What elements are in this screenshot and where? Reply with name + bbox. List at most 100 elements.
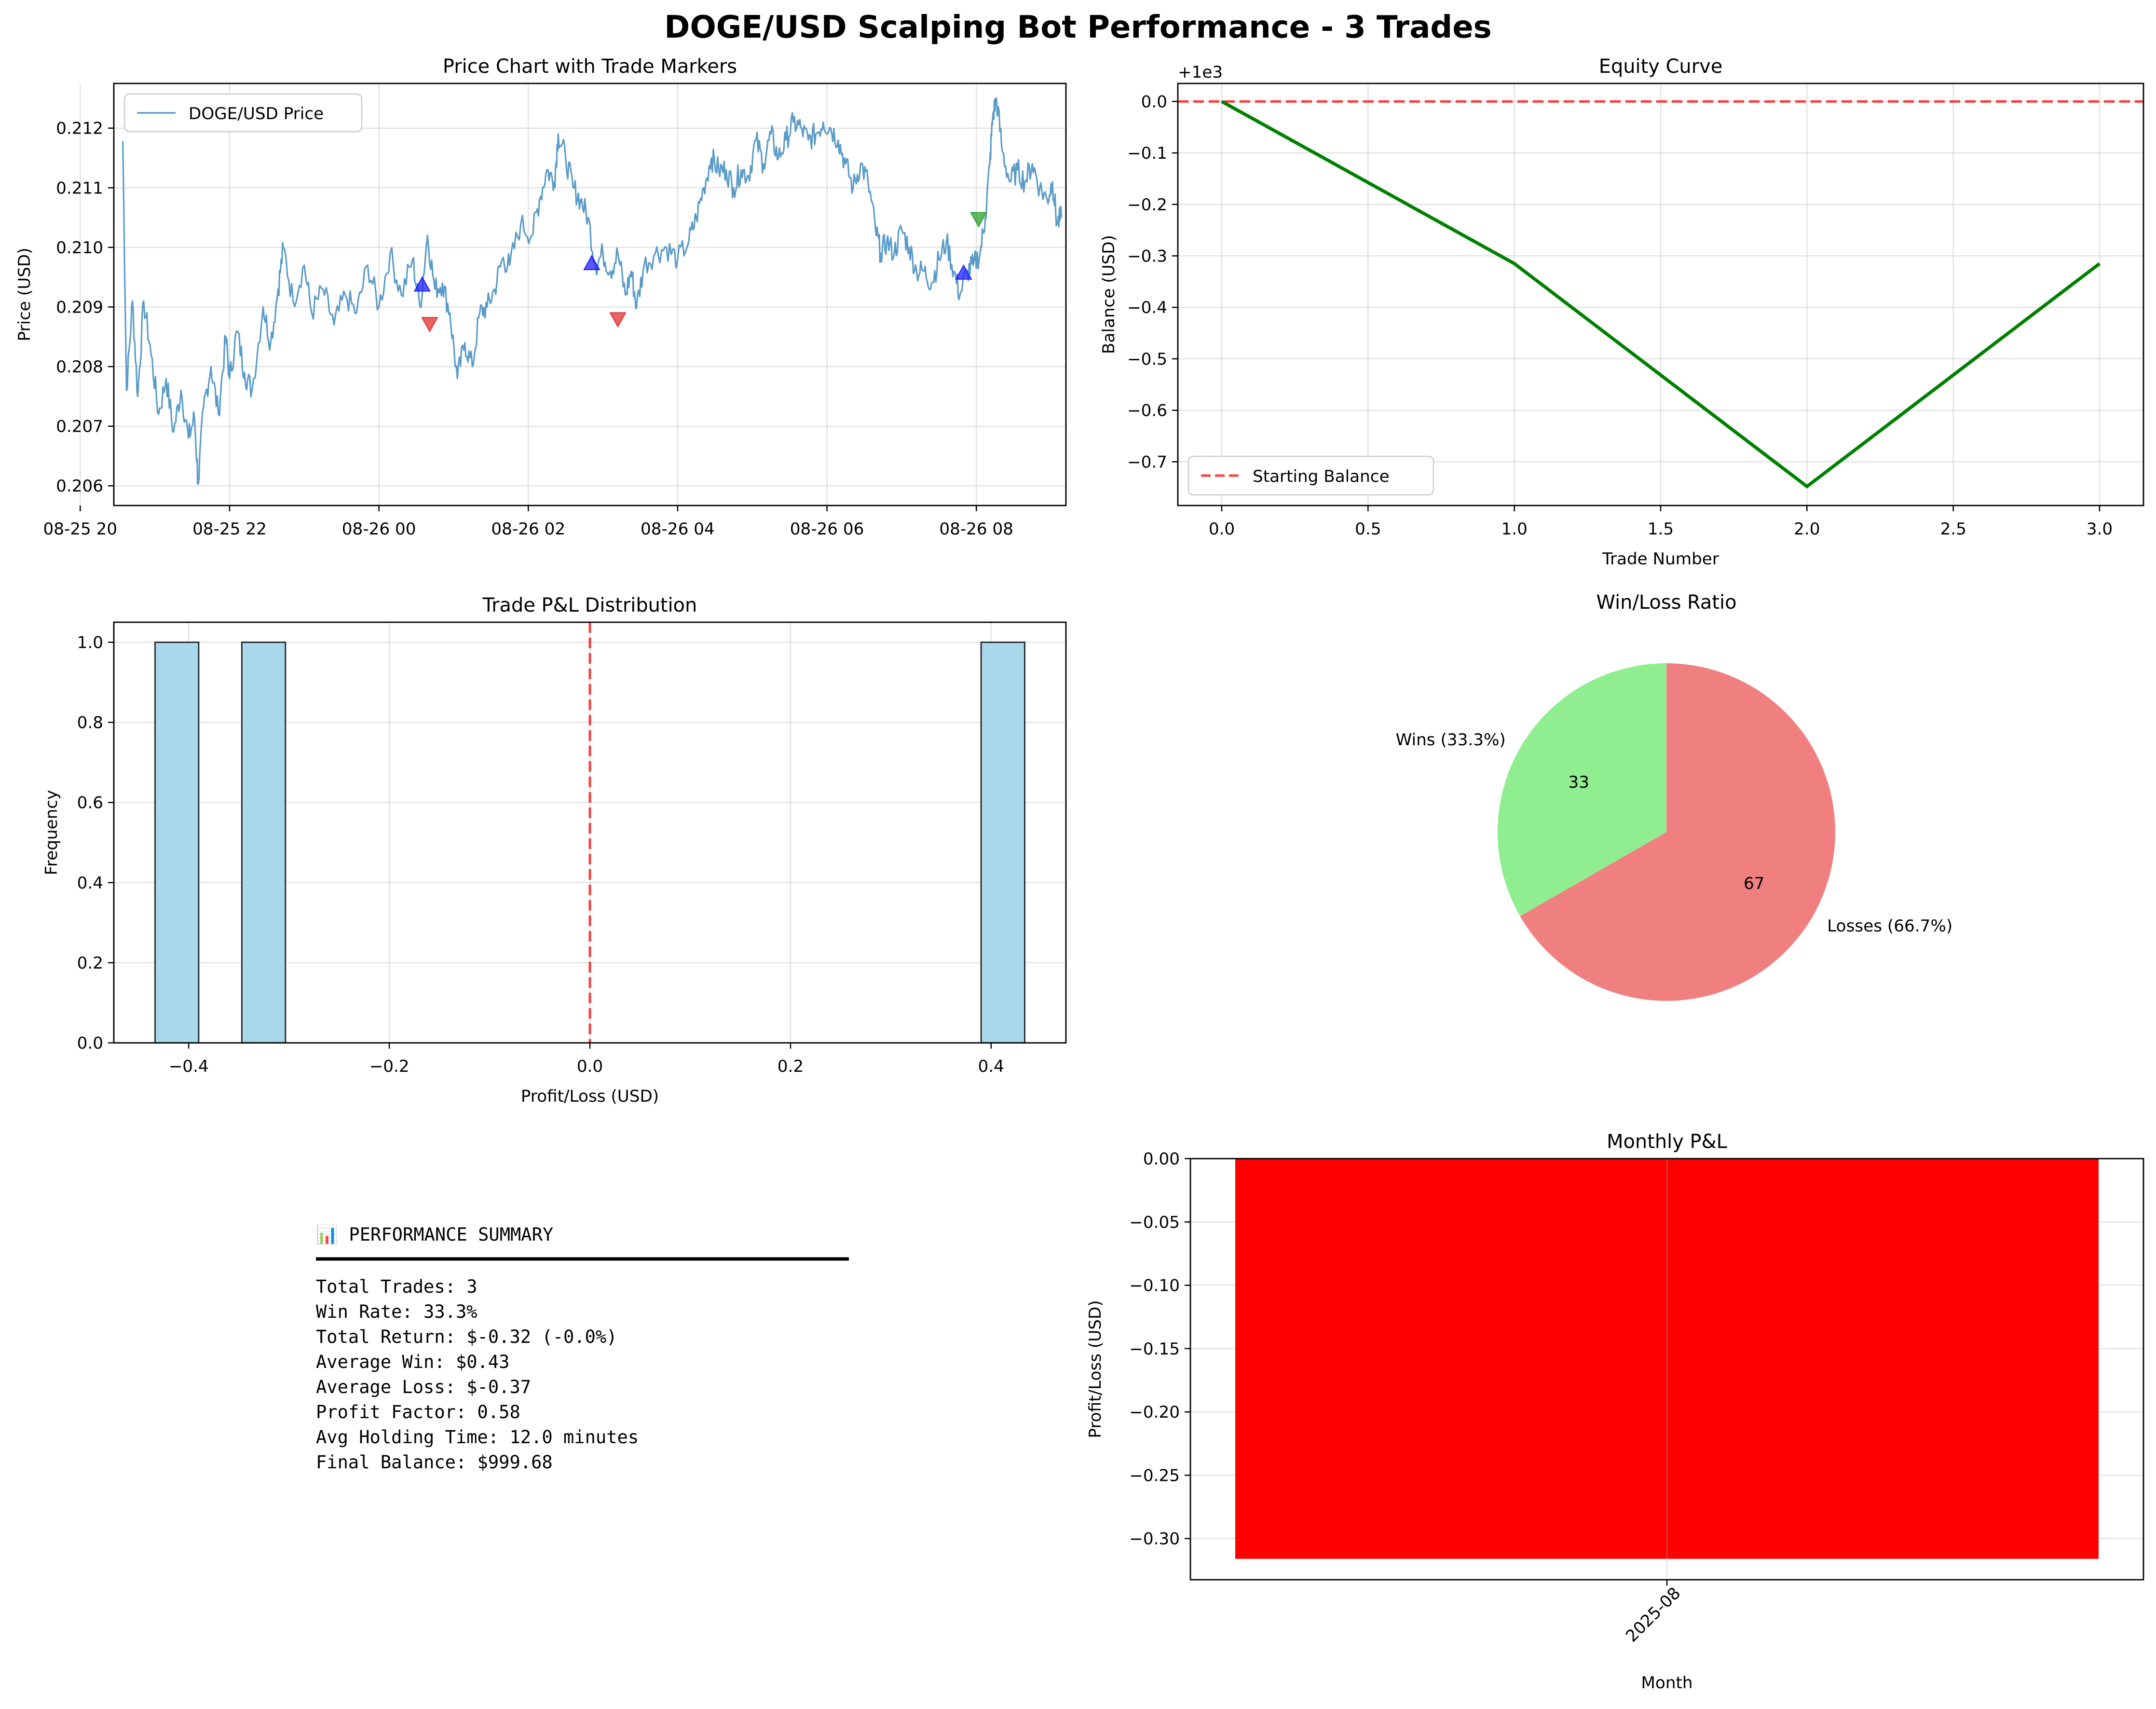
monthly-y-tick-label: 0.00 (1143, 1149, 1180, 1169)
summary-line: Average Win: $0.43 (316, 1352, 509, 1372)
pnl-y-tick-label: 0.2 (77, 954, 103, 973)
summary-line: Average Loss: $-0.37 (316, 1377, 531, 1397)
charts-layer: 08-25 20 08-25 22 08-26 00 08-26 02 08-26 04… (15, 55, 2144, 1693)
equity-offset-label: +1e3 (1178, 63, 1223, 82)
pnl-x-tick-label: −0.2 (369, 1057, 409, 1076)
summary-line: Win Rate: 33.3% (316, 1301, 478, 1322)
equity-axes-frame (1177, 82, 2144, 506)
price-y-axis-label: Price (USD) (15, 248, 34, 342)
pnl-x-axis-label: Profit/Loss (USD) (521, 1087, 659, 1106)
pnl-x-tick-label: −0.4 (169, 1057, 209, 1076)
monthly-y-tick-label: −0.20 (1129, 1403, 1180, 1422)
pnl-axes-frame (113, 621, 1067, 1044)
summary-line: Total Return: $-0.32 (-0.0%) (316, 1326, 617, 1347)
monthly-x-tick-label: 2025-08 (1622, 1584, 1684, 1646)
exit-marker (421, 317, 438, 333)
equity-y-tick-label: −0.3 (1127, 246, 1167, 266)
equity-legend-label: Starting Balance (1253, 467, 1390, 486)
price-x-tick-label: 08-26 00 (342, 520, 416, 539)
monthly-y-tick-label: −0.30 (1129, 1530, 1180, 1549)
equity-x-tick-label: 0.5 (1355, 520, 1381, 539)
price-legend-box (123, 93, 363, 133)
price-x-tick-label: 08-26 04 (641, 520, 715, 539)
monthly-y-tick-label: −0.10 (1129, 1276, 1180, 1296)
equity-legend-box (1187, 455, 1434, 496)
figure-title: DOGE/USD Scalping Bot Performance - 3 Tr… (664, 10, 1491, 45)
monthly-y-tick-label: −0.05 (1129, 1213, 1180, 1232)
equity-x-tick-label: 1.0 (1501, 520, 1527, 539)
monthly-x-axis-label: Month (1641, 1673, 1692, 1693)
exit-marker (609, 312, 627, 328)
monthly-chart-title: Monthly P&L (1607, 1131, 1728, 1153)
equity-y-tick-label: −0.7 (1127, 452, 1167, 472)
pie-slice-losses (1520, 663, 1835, 1001)
monthly-bar (1235, 1159, 2099, 1559)
equity-line (1221, 100, 2101, 489)
summary-line: Avg Holding Time: 12.0 minutes (316, 1427, 639, 1448)
pnl-bar (241, 642, 287, 1044)
price-y-tick-label: 0.208 (56, 357, 103, 377)
summary-line: Total Trades: 3 (316, 1276, 478, 1297)
price-x-tick-label: 08-26 02 (491, 520, 565, 539)
equity-x-axis-label: Trade Number (1602, 549, 1719, 569)
performance-summary: 📊 PERFORMANCE SUMMARY Total Trades: 3 Win … (316, 1224, 849, 1473)
price-y-tick-label: 0.211 (56, 178, 103, 198)
equity-y-axis-label: Balance (USD) (1099, 235, 1119, 354)
summary-heading: 📊 PERFORMANCE SUMMARY (316, 1224, 553, 1245)
exit-marker (970, 212, 987, 228)
equity-y-tick-label: −0.6 (1127, 401, 1167, 421)
equity-x-tick-label: 2.0 (1794, 520, 1820, 539)
price-legend-label: DOGE/USD Price (189, 104, 324, 123)
pnl-y-axis-label: Frequency (42, 790, 61, 875)
pnl-x-tick-label: 0.0 (577, 1057, 603, 1076)
price-x-tick-label: 08-25 22 (192, 520, 267, 539)
pnl-y-tick-label: 0.6 (77, 793, 103, 813)
equity-y-tick-label: −0.4 (1127, 298, 1167, 317)
pnl-chart-title: Trade P&L Distribution (482, 594, 697, 616)
price-chart-title: Price Chart with Trade Markers (443, 55, 737, 78)
pnl-bar (154, 642, 200, 1044)
pnl-y-tick-label: 0.4 (77, 874, 103, 893)
equity-y-tick-label: 0.0 (1141, 92, 1167, 111)
pie-slice-label: Losses (66.7%) (1827, 916, 1952, 936)
pie-slice-wins (1498, 663, 1666, 916)
pie-chart-title: Win/Loss Ratio (1597, 591, 1737, 614)
monthly-axes-frame (1189, 1158, 2144, 1581)
entry-marker (955, 264, 972, 280)
price-x-tick-label: 08-25 20 (43, 520, 117, 539)
pnl-y-tick-label: 0.8 (77, 713, 103, 733)
equity-x-tick-label: 3.0 (2087, 520, 2113, 539)
equity-chart-title: Equity Curve (1599, 55, 1723, 78)
price-x-tick-label: 08-26 08 (939, 520, 1013, 539)
pnl-x-tick-label: 0.4 (978, 1057, 1004, 1076)
price-y-tick-label: 0.212 (56, 119, 103, 138)
entry-marker (583, 255, 600, 271)
equity-y-tick-label: −0.2 (1127, 195, 1167, 215)
price-x-tick-label: 08-26 06 (790, 520, 864, 539)
equity-y-tick-label: −0.5 (1127, 350, 1167, 369)
pie-percent-label: 67 (1744, 874, 1765, 893)
price-axes-frame (113, 82, 1067, 506)
price-y-tick-label: 0.206 (56, 477, 103, 496)
pnl-x-tick-label: 0.2 (778, 1057, 804, 1076)
entry-marker (413, 276, 431, 292)
summary-line: Final Balance: $999.68 (316, 1452, 553, 1473)
equity-x-tick-label: 0.0 (1209, 520, 1235, 539)
monthly-y-axis-label: Profit/Loss (USD) (1086, 1300, 1105, 1438)
monthly-y-tick-label: −0.15 (1129, 1340, 1180, 1359)
pie-slice-label: Wins (33.3%) (1396, 730, 1506, 750)
summary-line: Profit Factor: 0.58 (316, 1402, 520, 1422)
pnl-bar (980, 642, 1025, 1044)
price-line (122, 97, 1063, 485)
pie-percent-label: 33 (1568, 773, 1589, 792)
price-y-tick-label: 0.209 (56, 298, 103, 317)
equity-y-tick-label: −0.1 (1127, 144, 1167, 163)
price-y-tick-label: 0.207 (56, 417, 103, 437)
price-y-tick-label: 0.210 (56, 238, 103, 258)
monthly-y-tick-label: −0.25 (1129, 1466, 1180, 1485)
equity-x-tick-label: 2.5 (1940, 520, 1966, 539)
equity-x-tick-label: 1.5 (1648, 520, 1674, 539)
pnl-y-tick-label: 1.0 (77, 633, 103, 653)
pnl-y-tick-label: 0.0 (77, 1034, 103, 1053)
